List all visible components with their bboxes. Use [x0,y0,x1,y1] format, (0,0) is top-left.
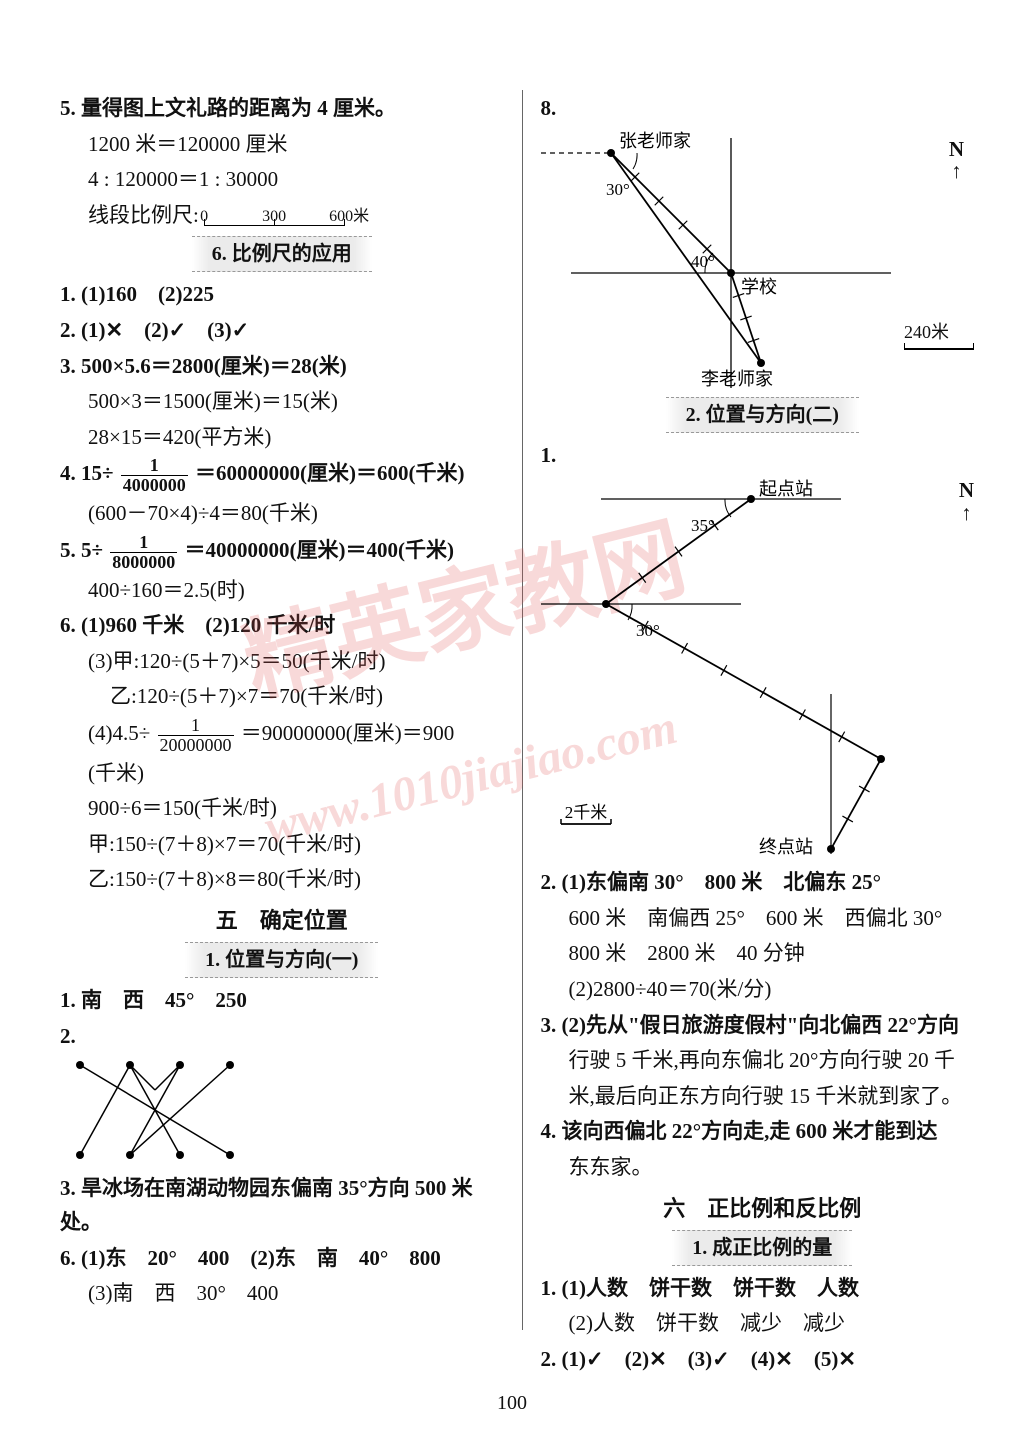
p6-q1b: (2)人数 饼干数 减少 减少 [541,1307,985,1341]
p2-q3c: 米,最后向正东方向行驶 15 千米就到家了。 [541,1080,985,1114]
page-number: 100 [0,1387,1024,1419]
p1-q3: 3. 旱冰场在南湖动物园东偏南 35°方向 500 米处。 [60,1172,504,1239]
subheader-pos1: 1. 位置与方向(一) [60,942,504,978]
p2-q3b: 行驶 5 千米,再向东偏北 20°方向行驶 20 千 [541,1044,985,1078]
p6-q1a: 1. (1)人数 饼干数 饼干数 人数 [541,1272,985,1306]
header-six: 六 正比例和反比例 [541,1191,985,1226]
north-indicator-d1: N↑ [959,474,974,518]
q5-line4: 线段比例尺: 0 300 600米 [60,199,504,233]
d1-label: 1. [541,439,985,473]
p2-q3a: 3. (2)先从"假日旅游度假村"向北偏西 22°方向 [541,1009,985,1043]
s6-q4b: (600－70×4)÷4＝80(千米) [60,497,504,531]
header-five: 五 确定位置 [60,903,504,938]
q5-line3: 4 : 120000＝1 : 30000 [60,163,504,197]
p2-q2d: (2)2800÷40＝70(米/分) [541,973,985,1007]
p2-q2a: 2. (1)东偏南 30° 800 米 北偏东 25° [541,866,985,900]
scale-label: 线段比例尺: [88,203,199,227]
q5-line2: 1200 米＝120000 厘米 [60,128,504,162]
subheader-61: 1. 成正比例的量 [541,1230,985,1266]
svg-text:30°: 30° [636,621,660,640]
north-indicator-q8: N↑ [949,133,964,177]
q8-label: 8. [541,92,985,126]
s6-q3c: 28×15＝420(平方米) [60,421,504,455]
s6-q3b: 500×3＝1500(厘米)＝15(米) [60,385,504,419]
s6-q6c: 乙:120÷(5＋7)×7＝70(千米/时) [60,680,504,714]
s6-q6f: 900÷6＝150(千米/时) [60,792,504,826]
scale-ruler: 0 300 600米 [204,208,354,226]
s6-q6h: 乙:150÷(7＋8)×8＝80(千米/时) [60,863,504,897]
subheader-6: 6. 比例尺的应用 [60,236,504,272]
svg-text:终点站: 终点站 [759,837,813,857]
s6-q3a: 3. 500×5.6＝2800(厘米)＝28(米) [60,350,504,384]
d1-diagram: 起点站终点站 35° 30° 2千米 N↑ [541,474,985,864]
s6-q6d: (4)4.5÷ 120000000 ＝90000000(厘米)＝900 [60,716,504,755]
s6-q6e: (千米) [60,757,504,791]
p1-q6b: (3)南 西 30° 400 [60,1277,504,1311]
q5-line1: 5. 量得图上文礼路的距离为 4 厘米。 [60,92,504,126]
svg-text:学校: 学校 [741,277,777,297]
p2-q2c: 800 米 2800 米 40 分钟 [541,937,985,971]
svg-text:30°: 30° [606,180,630,199]
p1-q2-label: 2. [60,1020,504,1054]
scale-bar-q8: 240米 [904,318,974,351]
s6-q6g: 甲:150÷(7＋8)×7＝70(千米/时) [60,828,504,862]
s6-q4a: 4. 15÷ 14000000 ＝60000000(厘米)＝600(千米) [60,456,504,495]
svg-text:李老师家: 李老师家 [701,369,773,388]
s6-q5b: 400÷160＝2.5(时) [60,574,504,608]
p6-q2: 2. (1)✓ (2)✕ (3)✓ (4)✕ (5)✕ [541,1343,985,1377]
columns: 5. 量得图上文礼路的距离为 4 厘米。 1200 米＝120000 厘米 4 … [60,90,984,1330]
svg-text:2千米: 2千米 [564,803,607,822]
svg-text:张老师家: 张老师家 [619,131,691,151]
s6-q5a: 5. 5÷ 18000000 ＝40000000(厘米)＝400(千米) [60,533,504,572]
q8-diagram: 张老师家学校李老师家30°40° N↑ 240米 [541,128,985,393]
s6-q2: 2. (1)✕ (2)✓ (3)✓ [60,314,504,348]
s6-q6b: (3)甲:120÷(5＋7)×5＝50(千米/时) [60,645,504,679]
p2-q4b: 东东家。 [541,1151,985,1185]
p2-q2b: 600 米 南偏西 25° 600 米 西偏北 30° [541,902,985,936]
p1-q1: 1. 南 西 45° 250 [60,984,504,1018]
svg-text:35°: 35° [691,516,715,535]
matching-diagram [60,1055,504,1170]
p1-q6a: 6. (1)东 20° 400 (2)东 南 40° 800 [60,1242,504,1276]
subheader-pos2: 2. 位置与方向(二) [541,397,985,433]
left-column: 5. 量得图上文礼路的距离为 4 厘米。 1200 米＝120000 厘米 4 … [60,90,522,1330]
right-column: 8. 张老师家学校李老师家30°40° N↑ 240米 2. 位置与方向(二) … [523,90,985,1330]
s6-q1: 1. (1)160 (2)225 [60,278,504,312]
s6-q6a: 6. (1)960 千米 (2)120 千米/时 [60,609,504,643]
p2-q4a: 4. 该向西偏北 22°方向走,走 600 米才能到达 [541,1115,985,1149]
svg-text:起点站: 起点站 [759,479,813,499]
